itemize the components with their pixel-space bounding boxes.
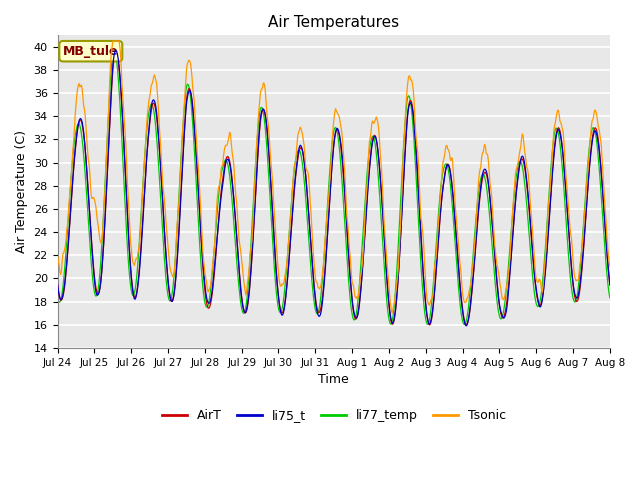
Title: Air Temperatures: Air Temperatures (268, 15, 399, 30)
Text: MB_tule: MB_tule (63, 45, 118, 58)
Legend: AirT, li75_t, li77_temp, Tsonic: AirT, li75_t, li77_temp, Tsonic (157, 404, 511, 427)
X-axis label: Time: Time (318, 373, 349, 386)
Y-axis label: Air Temperature (C): Air Temperature (C) (15, 130, 28, 253)
